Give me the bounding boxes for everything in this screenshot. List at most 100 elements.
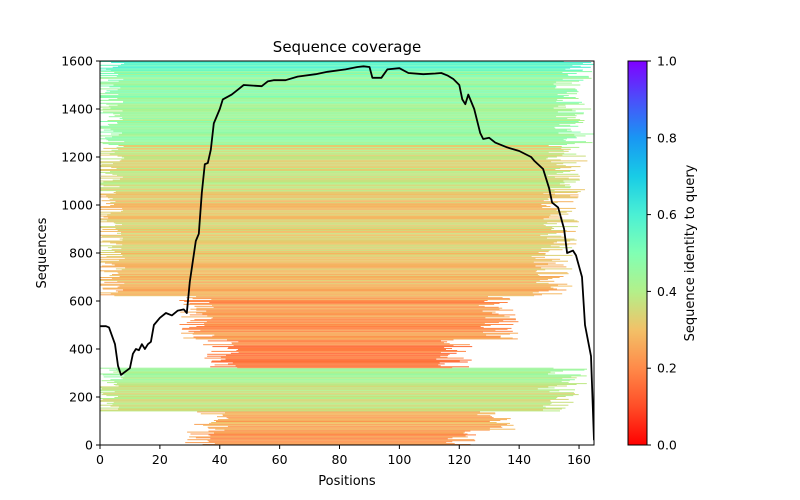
coverage-row [100,109,573,111]
coverage-row [214,432,464,434]
coverage-row [118,408,562,410]
coverage-row [100,284,558,286]
coverage-row [105,172,557,174]
coverage-row [210,435,466,437]
coverage-row [100,71,593,73]
coverage-row [110,107,554,109]
coverage-row [117,272,568,274]
coverage-row [100,177,569,179]
coverage-row [190,433,468,435]
coverage-row [122,224,544,226]
coverage-row [121,248,542,250]
coverage-row [211,299,511,301]
coverage-row [217,419,507,421]
coverage-row [100,126,555,128]
coverage-row [122,237,548,239]
coverage-row [100,270,537,272]
coverage-row [100,409,544,411]
coverage-row [102,229,552,230]
coverage-row [114,264,564,266]
coverage-row [115,223,557,225]
coverage-row [206,321,519,323]
coverage-row [111,249,563,251]
coverage-row [122,254,573,256]
colorbar-tick-label: 0.0 [657,438,677,453]
coverage-row [100,278,548,280]
coverage-row [100,294,542,296]
coverage-row [118,74,568,75]
coverage-row [118,148,571,150]
coverage-row [107,382,569,384]
coverage-row [114,72,563,73]
coverage-row [124,257,536,259]
coverage-row [100,211,567,213]
coverage-row [117,104,566,106]
coverage-row [100,158,547,160]
coverage-row [119,186,572,188]
coverage-row [100,135,586,137]
coverage-row [119,285,573,287]
coverage-row [208,427,490,429]
coverage-row [179,300,488,301]
coverage-row [112,179,580,181]
y-tick-label: 200 [69,390,93,405]
coverage-row [115,225,546,227]
coverage-row [123,78,563,80]
coverage-row [194,319,516,321]
coverage-row [100,208,558,210]
coverage-row [207,355,441,357]
coverage-row [211,350,466,352]
coverage-row [222,415,491,417]
coverage-row [101,380,570,382]
coverage-row [100,142,593,144]
coverage-row [194,423,508,425]
coverage-row [196,312,493,314]
coverage-row [106,402,552,404]
coverage-row [208,434,476,436]
coverage-row [117,98,579,99]
coverage-row [110,293,563,295]
coverage-row [100,183,560,185]
coverage-row [203,344,470,346]
coverage-row [106,103,585,105]
coverage-row [119,259,553,261]
coverage-row [225,358,437,360]
coverage-row [111,62,592,63]
coverage-row [123,289,567,291]
coverage-row [106,395,574,397]
coverage-row [101,175,580,177]
coverage-row [236,350,458,351]
coverage-row [111,278,553,279]
coverage-row [110,242,554,244]
coverage-row [225,412,496,414]
colorbar [627,60,648,446]
coverage-row [117,280,555,282]
coverage-row [207,440,476,442]
x-tick-label: 80 [332,452,348,467]
coverage-row [121,156,557,158]
coverage-row [117,89,577,91]
coverage-row [122,132,559,134]
coverage-row [226,354,449,356]
coverage-row [124,62,583,64]
coverage-row [103,376,572,378]
coverage-row [100,196,579,198]
coverage-row [116,168,561,169]
coverage-row [183,337,513,339]
coverage-row [100,162,577,164]
coverage-row [100,221,579,223]
coverage-row [120,87,556,89]
coverage-line [100,65,594,441]
coverage-row [214,334,487,336]
y-tick-label: 1000 [61,198,93,213]
coverage-row [100,404,569,406]
coverage-row [121,269,546,271]
coverage-row [100,279,540,281]
coverage-row [118,80,580,82]
coverage-row [211,360,460,362]
coverage-row [100,387,555,389]
coverage-row [122,378,563,380]
coverage-row [100,190,555,192]
coverage-row [227,425,502,427]
coverage-row [112,246,560,248]
